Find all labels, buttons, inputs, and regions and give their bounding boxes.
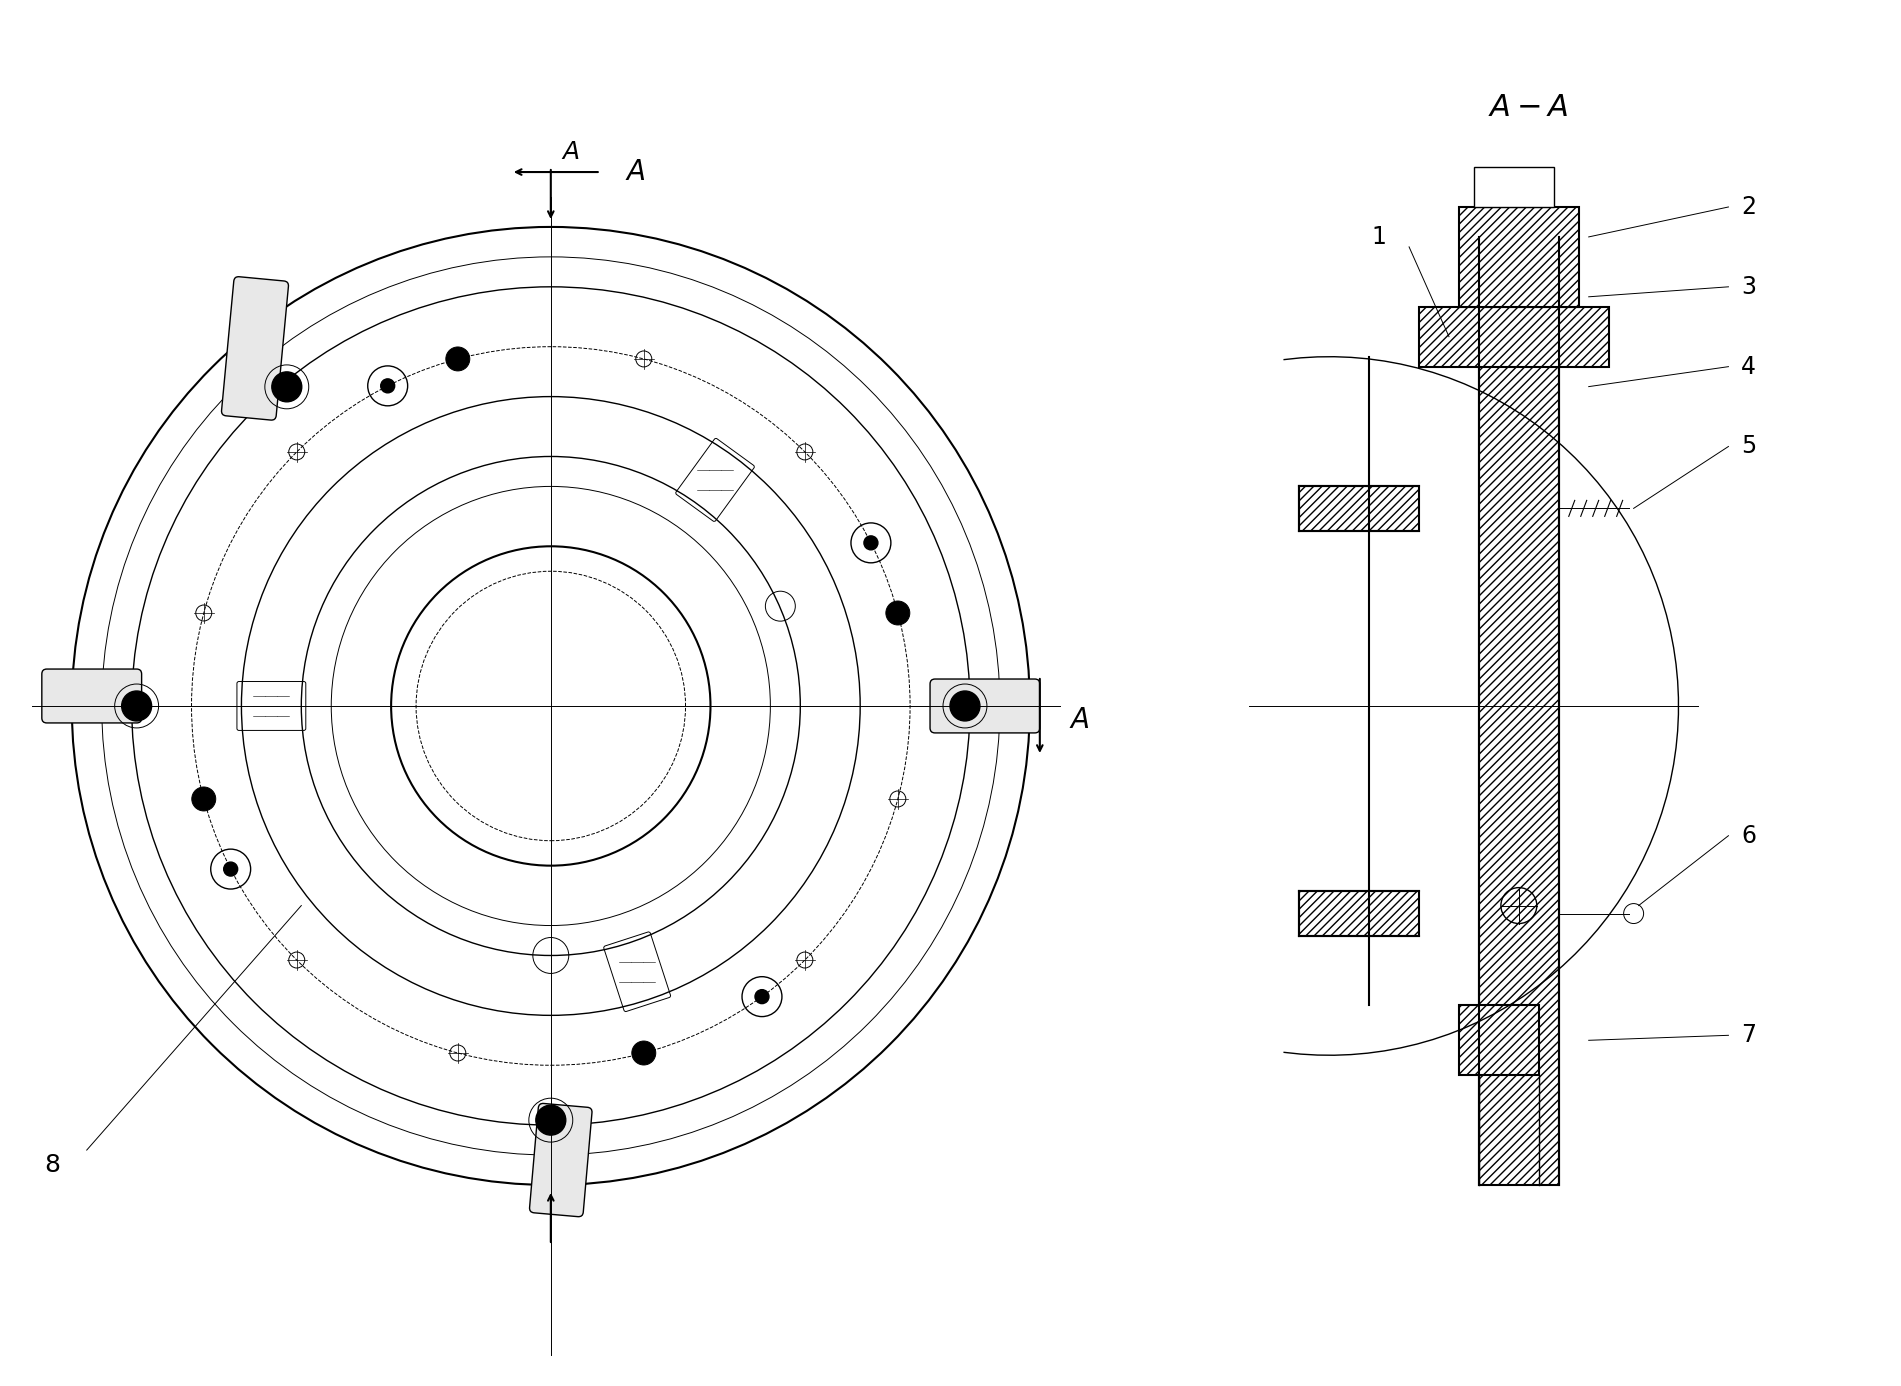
Text: 3: 3 [1741, 274, 1757, 299]
FancyBboxPatch shape [930, 679, 1040, 733]
Text: 5: 5 [1741, 434, 1757, 459]
Circle shape [272, 371, 302, 402]
Text: 4: 4 [1741, 355, 1757, 378]
Bar [1298, 891, 1418, 936]
Text: 7: 7 [1741, 1023, 1757, 1048]
Circle shape [536, 1105, 566, 1135]
Circle shape [380, 378, 395, 392]
Bar [1458, 207, 1578, 306]
Text: 8: 8 [44, 1153, 59, 1177]
Text: $A$: $A$ [625, 158, 646, 186]
FancyBboxPatch shape [530, 1103, 591, 1217]
Circle shape [192, 787, 215, 811]
Text: $A$: $A$ [1070, 707, 1089, 735]
Circle shape [224, 862, 238, 876]
Bar [1298, 486, 1418, 531]
Circle shape [447, 346, 470, 371]
Circle shape [863, 536, 878, 550]
Circle shape [755, 990, 770, 1003]
Bar [1418, 306, 1608, 367]
Circle shape [886, 602, 911, 625]
Circle shape [950, 692, 979, 721]
Bar [1479, 237, 1559, 1185]
Circle shape [631, 1041, 656, 1064]
FancyBboxPatch shape [222, 277, 289, 420]
Text: 6: 6 [1741, 823, 1757, 848]
Text: 1: 1 [1373, 225, 1386, 249]
Text: $A-A$: $A-A$ [1488, 91, 1568, 123]
Bar [1458, 1005, 1538, 1076]
Bar [1473, 168, 1553, 207]
Text: $\it{A}$: $\it{A}$ [561, 140, 580, 164]
FancyBboxPatch shape [42, 669, 141, 723]
Text: 2: 2 [1741, 195, 1757, 219]
Circle shape [122, 692, 152, 721]
